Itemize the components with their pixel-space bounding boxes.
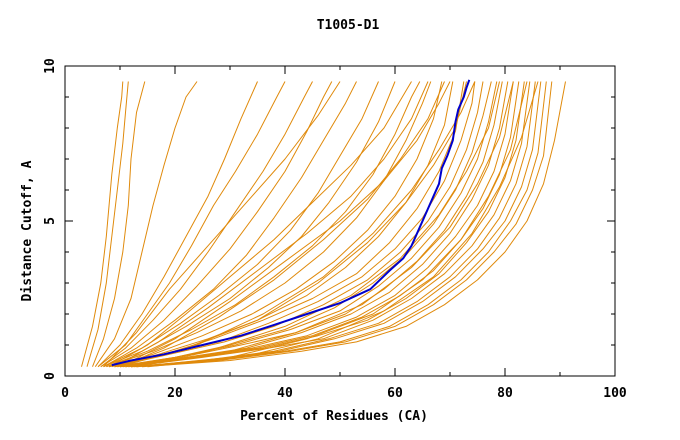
highlighted-series-line: [111, 79, 471, 367]
series-line-model-29: [133, 81, 547, 368]
series-line-model-22: [119, 81, 509, 368]
series-line-model-42: [119, 81, 451, 368]
x-tick-label: 100: [603, 386, 627, 401]
series-line-model-35: [130, 81, 514, 368]
series-line-model-12: [106, 81, 421, 368]
x-tick-label: 20: [167, 386, 183, 401]
y-tick-label: 10: [43, 58, 58, 74]
series-line-model-40: [103, 81, 341, 368]
ticks-layer: 0 20 40 60 80 100 0 5 10: [43, 58, 627, 401]
series-line-model-18: [114, 81, 484, 368]
series-line-model-02: [81, 81, 124, 367]
series-line-model-26: [128, 81, 531, 368]
series-line-model-01: [86, 81, 129, 367]
series-line-model-03: [92, 81, 146, 367]
highlight-layer: [111, 79, 471, 367]
series-line-model-34: [125, 81, 500, 368]
series-line-model-10: [103, 81, 379, 368]
series-line-model-06: [97, 81, 286, 368]
series-line-model-19: [114, 81, 492, 368]
series-line-model-09: [103, 81, 357, 368]
series-line-model-07: [100, 81, 313, 368]
series-line-model-39: [119, 81, 445, 368]
chart-title: T1005-D1: [317, 18, 380, 33]
series-line-model-41: [147, 81, 539, 368]
series-line-model-38: [114, 81, 429, 368]
series-layer: [81, 81, 566, 368]
x-tick-label: 60: [387, 386, 403, 401]
series-line-model-36: [136, 81, 528, 368]
series-line-model-08: [100, 81, 333, 368]
series-line-model-05: [97, 81, 258, 368]
y-axis-label: Distance Cutoff, A: [20, 160, 35, 301]
series-line-model-15: [108, 81, 454, 368]
series-line-model-23: [122, 81, 514, 368]
x-axis-label: Percent of Residues (CA): [240, 409, 428, 424]
series-line-model-30: [136, 81, 553, 368]
series-line-model-13: [106, 81, 432, 368]
y-tick-label: 0: [43, 372, 58, 380]
x-tick-label: 80: [497, 386, 513, 401]
series-line-model-28: [130, 81, 542, 368]
series-line-model-11: [103, 81, 396, 368]
series-line-model-20: [117, 81, 498, 368]
series-line-model-14: [108, 81, 443, 368]
x-tick-label: 40: [277, 386, 293, 401]
x-tick-label: 0: [61, 386, 69, 401]
series-line-model-31: [141, 81, 566, 368]
series-line-model-37: [108, 81, 412, 368]
series-line-model-33: [119, 81, 476, 368]
series-line-model-04: [94, 81, 198, 367]
y-tick-label: 5: [43, 217, 58, 225]
